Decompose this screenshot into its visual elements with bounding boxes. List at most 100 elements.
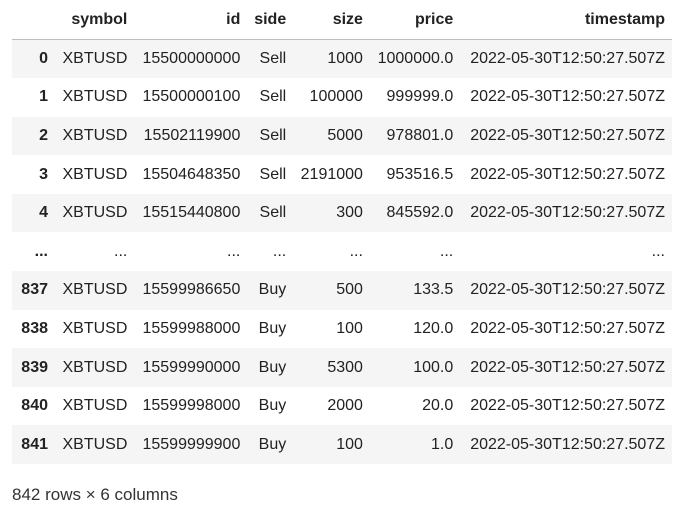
- cell-side: Sell: [259, 50, 287, 68]
- row-index: 4: [39, 204, 48, 222]
- cell-id: 15515440800: [142, 204, 241, 222]
- table-row: 841 XBTUSD 15599999900 Buy 100 1.0 2022-…: [12, 425, 672, 465]
- table-row: 839 XBTUSD 15599990000 Buy 5300 100.0 20…: [12, 348, 672, 387]
- dataframe-output: symbol id side size price timestamp 0 XB…: [12, 0, 672, 465]
- cell-size: 100: [336, 319, 363, 337]
- cell-side: Sell: [259, 165, 287, 183]
- row-index: ...: [34, 242, 48, 260]
- cell-size: 5000: [327, 126, 363, 144]
- cell-symbol: XBTUSD: [62, 126, 128, 144]
- cell-id: 15599988000: [142, 319, 241, 337]
- cell-price: 1.0: [431, 435, 454, 453]
- cell-size: 2000: [327, 397, 363, 415]
- row-index: 1: [39, 88, 48, 106]
- cell-size: 5300: [327, 358, 363, 376]
- cell-size: 1000: [327, 50, 363, 68]
- cell-side: ...: [272, 242, 287, 260]
- cell-id: 15500000000: [142, 50, 241, 68]
- cell-symbol: ...: [114, 242, 128, 260]
- cell-timestamp: 2022-05-30T12:50:27.507Z: [470, 88, 665, 106]
- cell-size: ...: [349, 242, 363, 260]
- cell-timestamp: 2022-05-30T12:50:27.507Z: [470, 204, 665, 222]
- column-header-size: size: [293, 0, 370, 40]
- cell-id: 15599986650: [142, 281, 241, 299]
- dataframe-table: symbol id side size price timestamp 0 XB…: [12, 0, 672, 465]
- cell-size: 2191000: [300, 165, 363, 183]
- cell-id: 15504648350: [142, 165, 241, 183]
- cell-timestamp: 2022-05-30T12:50:27.507Z: [470, 397, 665, 415]
- column-header-side: side: [247, 0, 294, 40]
- cell-price: 133.5: [413, 281, 454, 299]
- table-body: 0 XBTUSD 15500000000 Sell 1000 1000000.0…: [12, 39, 672, 465]
- cell-size: 300: [336, 204, 363, 222]
- column-header-symbol: symbol: [55, 0, 135, 40]
- row-index: 839: [21, 358, 48, 376]
- cell-size: 100000: [309, 88, 363, 106]
- cell-timestamp: 2022-05-30T12:50:27.507Z: [470, 319, 665, 337]
- cell-symbol: XBTUSD: [62, 50, 128, 68]
- cell-timestamp: 2022-05-30T12:50:27.507Z: [470, 126, 665, 144]
- table-row: 837 XBTUSD 15599986650 Buy 500 133.5 202…: [12, 271, 672, 310]
- table-row: 0 XBTUSD 15500000000 Sell 1000 1000000.0…: [12, 39, 672, 79]
- column-header-price: price: [369, 0, 461, 40]
- dataframe-shape-text: 842 rows × 6 columns: [12, 485, 178, 504]
- cell-side: Buy: [258, 319, 287, 337]
- cell-id: 15599990000: [142, 358, 241, 376]
- cell-price: 100.0: [413, 358, 454, 376]
- cell-side: Buy: [258, 281, 287, 299]
- cell-price: 953516.5: [386, 165, 454, 183]
- row-index: 838: [21, 319, 48, 337]
- row-index: 840: [21, 397, 48, 415]
- table-header: symbol id side size price timestamp: [12, 0, 672, 40]
- cell-symbol: XBTUSD: [62, 281, 128, 299]
- table-row: 4 XBTUSD 15515440800 Sell 300 845592.0 2…: [12, 193, 672, 233]
- cell-side: Buy: [258, 358, 287, 376]
- cell-side: Sell: [259, 204, 287, 222]
- cell-side: Sell: [259, 126, 287, 144]
- cell-side: Buy: [258, 397, 287, 415]
- cell-id: 15599998000: [142, 397, 241, 415]
- cell-size: 100: [336, 435, 363, 453]
- cell-id: ...: [227, 242, 241, 260]
- cell-id: 15599999900: [142, 435, 241, 453]
- row-index: 837: [21, 281, 48, 299]
- index-column-header: [12, 0, 55, 40]
- table-row: 3 XBTUSD 15504648350 Sell 2191000 953516…: [12, 155, 672, 194]
- row-index: 841: [21, 435, 48, 453]
- ellipsis-row: ... ... ... ... ... ... ...: [12, 232, 672, 272]
- cell-symbol: XBTUSD: [62, 397, 128, 415]
- cell-price: 1000000.0: [377, 50, 454, 68]
- cell-size: 500: [336, 281, 363, 299]
- cell-price: 120.0: [413, 319, 454, 337]
- column-header-timestamp: timestamp: [460, 0, 672, 40]
- cell-price: ...: [439, 242, 454, 260]
- table-row: 838 XBTUSD 15599988000 Buy 100 120.0 202…: [12, 309, 672, 349]
- cell-price: 978801.0: [386, 126, 454, 144]
- cell-id: 15500000100: [142, 88, 241, 106]
- cell-timestamp: 2022-05-30T12:50:27.507Z: [470, 165, 665, 183]
- table-row: 840 XBTUSD 15599998000 Buy 2000 20.0 202…: [12, 386, 672, 426]
- cell-price: 999999.0: [386, 88, 454, 106]
- row-index: 2: [39, 126, 48, 144]
- header-row: symbol id side size price timestamp: [12, 0, 672, 40]
- cell-timestamp: 2022-05-30T12:50:27.507Z: [470, 281, 665, 299]
- table-row: 1 XBTUSD 15500000100 Sell 100000 999999.…: [12, 78, 672, 117]
- cell-id: 15502119900: [143, 126, 241, 144]
- cell-timestamp: 2022-05-30T12:50:27.507Z: [470, 358, 665, 376]
- row-index: 0: [39, 50, 48, 68]
- cell-symbol: XBTUSD: [62, 319, 128, 337]
- cell-symbol: XBTUSD: [62, 165, 128, 183]
- cell-timestamp: ...: [651, 242, 665, 260]
- cell-price: 845592.0: [386, 204, 454, 222]
- cell-symbol: XBTUSD: [62, 358, 128, 376]
- cell-timestamp: 2022-05-30T12:50:27.507Z: [470, 50, 665, 68]
- cell-symbol: XBTUSD: [62, 88, 128, 106]
- cell-symbol: XBTUSD: [62, 204, 128, 222]
- cell-side: Buy: [258, 435, 287, 453]
- row-index: 3: [39, 165, 48, 183]
- cell-timestamp: 2022-05-30T12:50:27.507Z: [470, 435, 665, 453]
- cell-price: 20.0: [422, 397, 454, 415]
- cell-side: Sell: [259, 88, 287, 106]
- column-header-id: id: [134, 0, 248, 40]
- table-row: 2 XBTUSD 15502119900 Sell 5000 978801.0 …: [12, 116, 672, 156]
